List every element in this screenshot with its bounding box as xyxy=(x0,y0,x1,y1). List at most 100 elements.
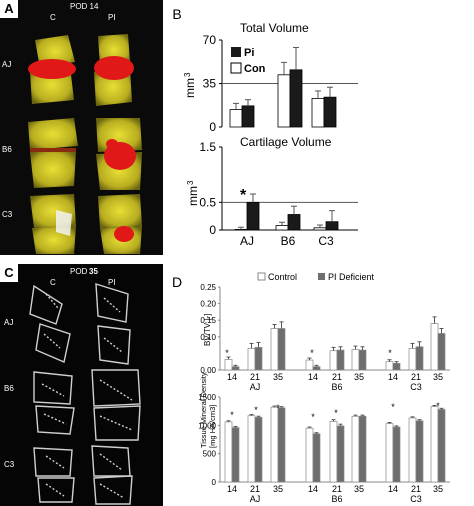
d-legend-swatch-pi xyxy=(318,273,325,280)
panel-c-letter: C xyxy=(0,264,18,282)
panel-c-slices xyxy=(29,283,141,505)
bvtv-xtick-label: 14 xyxy=(227,372,237,382)
render-aj-pi xyxy=(94,34,134,106)
bvtv-bar-control-c3-14 xyxy=(385,361,394,371)
bvtv-ytick-label: 0.15 xyxy=(200,316,216,325)
cv-ylabel: mm xyxy=(186,186,200,206)
tmd-xtick-label: 35 xyxy=(354,484,364,494)
bvtv-xtick-label: 21 xyxy=(332,372,342,382)
tmd-xtick-label: 14 xyxy=(388,484,398,494)
cv-annotation-asterisk: * xyxy=(240,187,247,204)
cv-ytick-label: 0.5 xyxy=(199,195,216,209)
panel-a-col-pi: PI xyxy=(108,13,116,22)
tmd-ylabel: Tissue Mineral Density xyxy=(199,372,208,448)
tv-bar-con-c3 xyxy=(311,98,325,128)
bvtv-bar-control-c3-35 xyxy=(430,323,439,371)
tmd-bar-pi-c3-21 xyxy=(415,420,424,483)
bvtv-ytick-label: 0.10 xyxy=(200,333,216,342)
panel-b-letter: B xyxy=(168,5,186,23)
tmd-xtick-label: 21 xyxy=(332,484,342,494)
panel-a-col-c: C xyxy=(50,13,56,22)
cv-bar-con-aj xyxy=(234,229,248,231)
panel-a-row-b6: B6 xyxy=(2,145,12,154)
bvtv-bar-control-b6-21 xyxy=(329,350,338,371)
tv-ytick-label: 70 xyxy=(203,33,217,47)
bvtv-bar-control-aj-35 xyxy=(270,328,279,371)
tmd-bar-control-c3-14 xyxy=(385,423,394,483)
bvtv-xtick-label: 35 xyxy=(273,372,283,382)
tmd-bar-control-c3-21 xyxy=(408,417,417,483)
bvtv-xtick-label: 14 xyxy=(308,372,318,382)
tv-bar-pi-c3 xyxy=(323,96,337,128)
tmd-bar-control-b6-21 xyxy=(329,421,338,483)
tmd-group-label: B6 xyxy=(331,494,342,504)
cv-ytick-label: 0 xyxy=(209,223,216,237)
bvtv-asterisk: * xyxy=(310,348,314,358)
bvtv-bar-pi-c3-35 xyxy=(437,333,446,371)
tmd-asterisk: * xyxy=(334,408,338,418)
bvtv-bar-control-aj-21 xyxy=(247,348,256,371)
bvtv-bar-pi-c3-21 xyxy=(415,346,424,371)
bvtv-xtick-label: 21 xyxy=(411,372,421,382)
tmd-ytick-label: 0 xyxy=(212,478,217,487)
render-c3-control xyxy=(30,194,76,254)
tmd-xtick-label: 14 xyxy=(308,484,318,494)
bvtv-asterisk: * xyxy=(225,348,229,358)
panel-c-col-c: C xyxy=(50,278,56,287)
tv-legend-con: Con xyxy=(244,63,266,75)
tv-bar-pi-aj xyxy=(241,105,255,128)
bvtv-bar-control-c3-21 xyxy=(408,348,417,371)
slice-b6-control xyxy=(33,371,75,435)
tmd-asterisk: * xyxy=(311,412,315,422)
tmd-bar-pi-c3-14 xyxy=(392,426,401,483)
slice-aj-control xyxy=(29,284,71,363)
bvtv-bar-pi-b6-35 xyxy=(358,349,367,371)
tmd-xtick-label: 14 xyxy=(227,484,237,494)
bvtv-bar-pi-b6-21 xyxy=(336,349,345,371)
tv-ylabel-sup: 3 xyxy=(183,72,192,77)
tmd-ytick-label: 1500 xyxy=(198,393,216,402)
bvtv-ylabel: BV/TV [-] xyxy=(203,314,212,346)
tmd-group-label: AJ xyxy=(250,494,261,504)
cv-bar-pi-aj xyxy=(246,201,260,231)
tmd-bar-control-aj-35 xyxy=(270,406,279,483)
tmd-asterisk: * xyxy=(230,410,234,420)
tv-bar-pi-b6 xyxy=(289,69,303,128)
render-c3-pi xyxy=(98,194,142,254)
cv-xtick-label: AJ xyxy=(240,234,254,248)
panel-a-row-c3: C3 xyxy=(2,210,13,219)
panel-a-renders xyxy=(28,34,142,254)
tv-ytick-label: 35 xyxy=(203,77,217,91)
tmd-bar-pi-aj-21 xyxy=(254,417,263,483)
bvtv-bar-pi-c3-14 xyxy=(392,363,401,371)
slice-aj-pi xyxy=(95,283,131,365)
slice-b6-pi xyxy=(91,369,141,441)
bvtv-bar-pi-aj-35 xyxy=(277,328,286,371)
tmd-xtick-label: 35 xyxy=(433,484,443,494)
bvtv-xtick-label: 35 xyxy=(354,372,364,382)
tmd-bar-control-aj-14 xyxy=(224,421,233,483)
cv-bar-pi-b6 xyxy=(287,214,301,231)
bvtv-xtick-label: 21 xyxy=(250,372,260,382)
bvtv-bar-pi-b6-14 xyxy=(312,366,321,371)
tmd-asterisk: * xyxy=(391,402,395,412)
tv-bar-con-aj xyxy=(229,109,243,128)
bvtv-bar-control-b6-14 xyxy=(305,359,314,371)
tv-ytick-label: 0 xyxy=(209,120,216,134)
bvtv-xtick-label: 35 xyxy=(433,372,443,382)
panel-c-row-aj: AJ xyxy=(4,318,14,327)
panel-a-row-aj: AJ xyxy=(2,60,12,69)
cv-xtick-label: C3 xyxy=(318,234,334,248)
panel-c-row-c3: C3 xyxy=(4,460,15,469)
panel-a-letter: A xyxy=(0,0,18,18)
tmd-bar-pi-b6-21 xyxy=(336,425,345,483)
tmd-bar-control-c3-35 xyxy=(430,406,439,483)
slice-c3-pi xyxy=(91,445,133,505)
bvtv-ytick-label: 0.20 xyxy=(200,300,216,309)
bvtv-group-label: B6 xyxy=(331,382,342,392)
bvtv-bar-pi-aj-21 xyxy=(254,347,263,371)
tmd-asterisk: * xyxy=(436,401,440,411)
cv-ylabel-sup: 3 xyxy=(186,180,195,185)
tmd-ytick-label: 500 xyxy=(203,450,217,459)
